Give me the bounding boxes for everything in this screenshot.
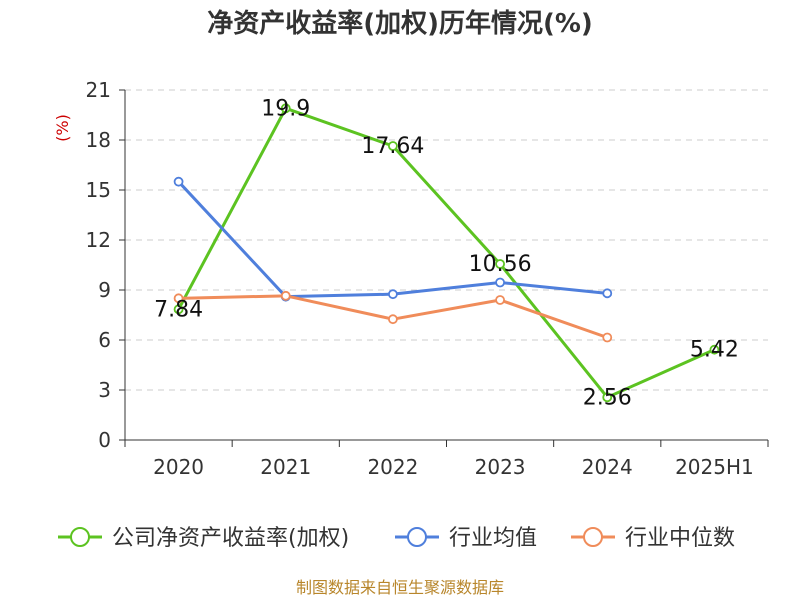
series-point-0	[388, 141, 398, 151]
x-tick-label: 2022	[367, 455, 418, 479]
series-point-0	[602, 392, 613, 403]
data-label: 17.64	[361, 134, 424, 159]
y-tick-label: 15	[86, 178, 111, 202]
grid-lines	[125, 89, 768, 391]
source-note: 制图数据来自恒生聚源数据库	[296, 578, 504, 597]
x-tick-label: 2024	[582, 455, 633, 479]
legend-marker-0	[70, 527, 90, 547]
data-label: 19.9	[261, 96, 310, 121]
data-label: 2.56	[583, 385, 632, 410]
series-point-2	[602, 332, 613, 343]
series-layer	[173, 103, 720, 403]
y-tick-label: 6	[98, 328, 111, 352]
legend-label-2: 行业中位数	[625, 526, 735, 551]
series-point-0	[495, 259, 505, 269]
series-point-1	[602, 288, 613, 299]
legend-marker-1	[407, 527, 427, 547]
data-label: 10.56	[469, 252, 532, 277]
legend-label-1: 行业均值	[449, 526, 537, 551]
x-tick-label: 2023	[475, 455, 526, 479]
series-point-0	[709, 344, 720, 355]
series-point-2	[388, 314, 398, 325]
series-point-1	[388, 289, 398, 300]
x-tick-label: 2020	[153, 455, 204, 479]
chart-title: 净资产收益率(加权)历年情况(%)	[207, 8, 593, 39]
y-tick-label: 12	[86, 228, 111, 252]
data-label: 5.42	[690, 338, 739, 363]
legend-label-0: 公司净资产收益率(加权)	[112, 526, 349, 551]
y-tick-label: 18	[86, 128, 111, 152]
series-line-0	[177, 106, 716, 399]
series-point-2	[280, 290, 291, 301]
axes: 0 3 6 9 12 15 18 21 2020 2021 2022 2023 2024 2025H1	[86, 78, 769, 479]
legend-marker-2	[583, 527, 603, 547]
y-tick-label: 3	[98, 378, 111, 402]
series-point-0	[173, 304, 184, 315]
series-point-1	[495, 277, 505, 288]
series-line-1	[177, 180, 609, 299]
legend: 公司净资产收益率(加权) 行业均值 行业中位数	[58, 526, 735, 551]
x-tick-label: 2025H1	[675, 455, 754, 479]
series-point-2	[173, 293, 184, 304]
y-axis-label: (%)	[53, 114, 72, 142]
data-label: 7.84	[154, 297, 203, 322]
data-labels: 7.84 19.9 17.64 10.56 2.56 5.42	[154, 96, 739, 410]
series-point-0	[280, 103, 291, 114]
y-tick-label: 0	[98, 428, 111, 452]
y-tick-label: 21	[86, 78, 111, 102]
y-tick-label: 9	[98, 278, 111, 302]
x-tick-label: 2021	[260, 455, 311, 479]
series-point-2	[495, 295, 505, 305]
series-point-1	[173, 176, 184, 187]
